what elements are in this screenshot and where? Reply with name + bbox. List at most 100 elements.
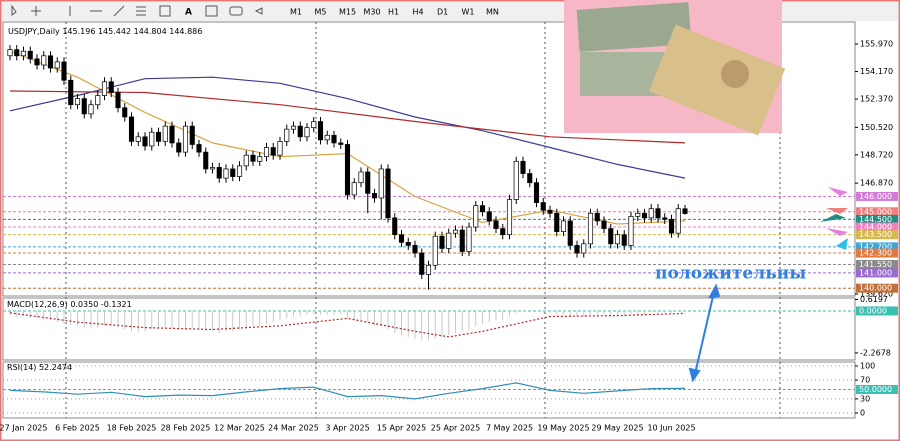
- macd-readout: MACD(12,26,9) 0.0350 -0.1321: [7, 300, 132, 309]
- candle-body: [311, 121, 317, 129]
- arrow: [826, 228, 848, 236]
- candle-body: [419, 252, 425, 275]
- candle-body: [297, 125, 303, 138]
- candle-body: [547, 209, 553, 214]
- candle-body: [81, 98, 87, 115]
- candle-body: [257, 156, 263, 162]
- crosshair-icon[interactable]: [31, 6, 41, 16]
- level-box: [856, 242, 898, 252]
- y-tick-label: 100: [860, 362, 875, 371]
- timeframe-button[interactable]: M5: [315, 8, 327, 17]
- candle-body: [452, 229, 459, 234]
- shape-icon[interactable]: [229, 6, 243, 16]
- candle-body: [182, 125, 189, 153]
- candle-body: [378, 168, 384, 199]
- candle-body: [230, 168, 236, 177]
- level-box: [856, 260, 898, 270]
- candle-body: [479, 205, 486, 213]
- level-box: [856, 385, 898, 394]
- candle-body: [587, 212, 594, 245]
- signal-line: [9, 312, 686, 338]
- arrow: [826, 208, 848, 214]
- candle-body: [425, 264, 432, 275]
- candle-body: [54, 61, 60, 69]
- candle-body: [540, 202, 546, 211]
- banknote: [648, 24, 786, 136]
- candle-body: [68, 79, 74, 106]
- level-label: 142.300: [859, 249, 892, 258]
- timeframe-button[interactable]: M30: [364, 8, 381, 17]
- candle-body: [581, 243, 587, 254]
- candle-body: [243, 154, 249, 167]
- label-icon[interactable]: [205, 5, 218, 17]
- level-box: [856, 222, 898, 232]
- y-tick-label: 150.520: [860, 123, 893, 132]
- candle-body: [351, 182, 357, 196]
- timeframe-button[interactable]: D1: [437, 8, 448, 17]
- open: 145.196: [62, 27, 95, 36]
- low: 144.804: [134, 27, 167, 36]
- candle-body: [574, 245, 580, 254]
- candle-body: [365, 171, 371, 194]
- candle-body: [338, 142, 344, 145]
- level-box: [856, 283, 898, 293]
- level-label: 141.550: [859, 260, 892, 269]
- trend-icon[interactable]: [113, 5, 125, 17]
- cursor-icon[interactable]: [11, 4, 17, 16]
- level-arrows: [820, 187, 848, 250]
- channel-icon[interactable]: [136, 6, 146, 16]
- macd-title: MACD(12,26,9): [7, 300, 68, 309]
- candle-body: [668, 219, 675, 234]
- level-box: [856, 268, 898, 278]
- level-box: [856, 306, 898, 316]
- candle-body: [554, 212, 560, 232]
- text-icon[interactable]: A: [185, 8, 192, 18]
- x-tick-label: 25 Apr 2025: [431, 424, 480, 433]
- candle-body: [601, 220, 607, 229]
- y-tick-label: 0: [860, 409, 865, 418]
- level-box: [856, 191, 898, 201]
- candle-body: [115, 92, 121, 109]
- moving-average: [9, 90, 686, 144]
- candle-body: [101, 81, 108, 96]
- portrait: [721, 60, 749, 88]
- candle-body: [149, 131, 155, 147]
- timeframe-button[interactable]: H4: [413, 8, 424, 17]
- arrow-icon[interactable]: [254, 7, 263, 15]
- y-tick-label: 0.6197: [860, 295, 888, 304]
- candle-body: [533, 182, 540, 203]
- level-label: 145.000: [859, 207, 892, 216]
- level-label: 50.0000: [859, 385, 892, 394]
- candle-body: [196, 144, 202, 153]
- candle-body: [398, 234, 405, 243]
- fib-icon[interactable]: [159, 5, 171, 17]
- timeframe-button[interactable]: M15: [339, 8, 356, 17]
- candle-body: [7, 49, 13, 57]
- candle-body: [682, 208, 688, 214]
- candle-body: [506, 199, 513, 236]
- candle-body: [392, 217, 398, 236]
- timeframe-button[interactable]: MN: [486, 8, 499, 17]
- candle-body: [466, 226, 472, 252]
- candle-body: [88, 104, 94, 115]
- candle-body: [520, 160, 526, 174]
- candle-body: [290, 125, 297, 130]
- candle-body: [412, 245, 418, 254]
- candle-body: [493, 220, 499, 229]
- level-label: 144.000: [859, 223, 892, 232]
- macd-panel: [2, 297, 856, 361]
- candle-body: [594, 212, 600, 222]
- level-box: [856, 207, 898, 217]
- timeframe-button[interactable]: M1: [290, 8, 302, 17]
- y-tick-label: 152.370: [860, 95, 893, 104]
- candle-body: [304, 127, 310, 138]
- candle-body: [385, 168, 391, 219]
- candle-body: [317, 121, 324, 141]
- x-tick-label: 15 Apr 2025: [377, 424, 426, 433]
- candle-body: [405, 241, 411, 246]
- timeframe-button[interactable]: W1: [462, 8, 475, 17]
- arrow: [820, 214, 846, 222]
- x-tick-label: 19 May 2025: [537, 424, 589, 433]
- timeframe-button[interactable]: H1: [388, 8, 399, 17]
